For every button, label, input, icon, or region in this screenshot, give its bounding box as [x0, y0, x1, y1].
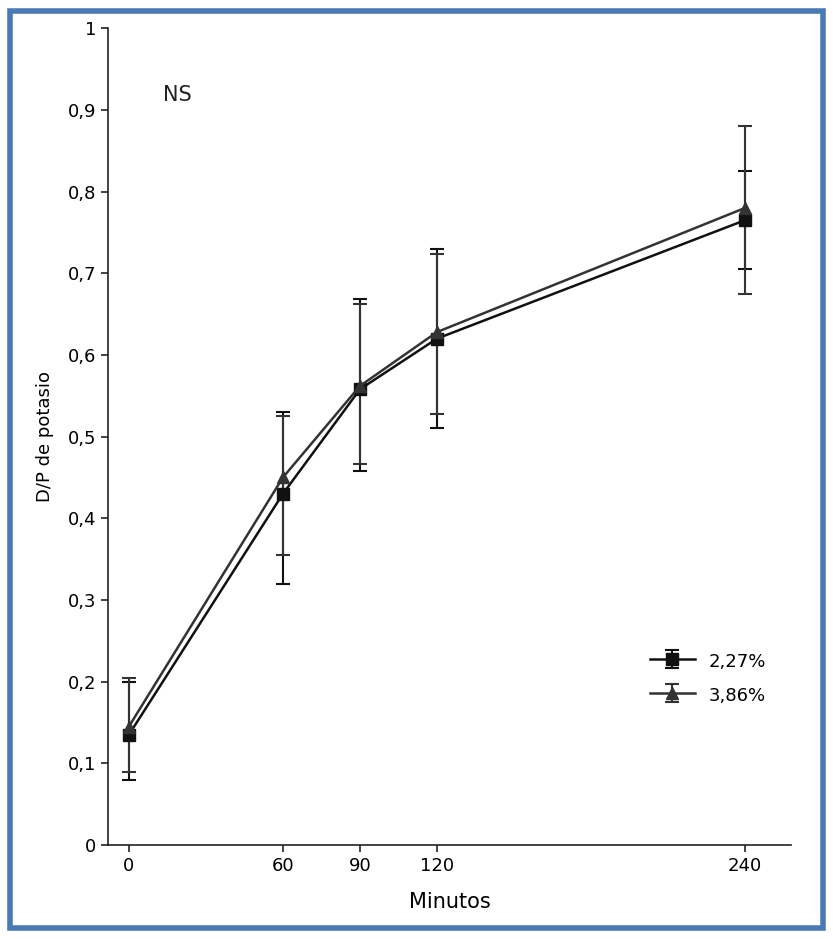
- Legend: 2,27%, 3,86%: 2,27%, 3,86%: [641, 642, 776, 714]
- X-axis label: Minutos: Minutos: [409, 891, 491, 912]
- Text: NS: NS: [163, 85, 192, 105]
- Y-axis label: D/P de potasio: D/P de potasio: [36, 371, 54, 502]
